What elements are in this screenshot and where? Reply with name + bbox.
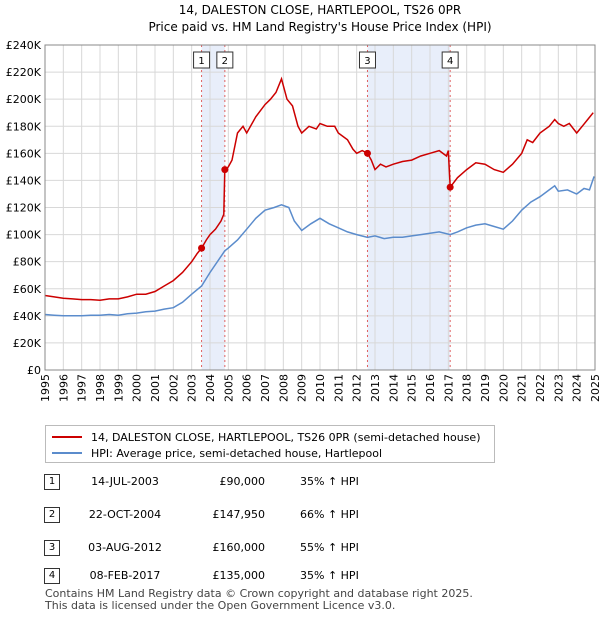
y-tick-label: £80K [13, 256, 42, 269]
x-tick-label: 2008 [277, 374, 290, 402]
sale-label-box [216, 51, 234, 69]
x-tick-label: 2023 [552, 374, 565, 402]
y-tick-label: £140K [6, 174, 42, 187]
y-tick-label: £100K [6, 229, 42, 242]
x-tick-label: 2003 [186, 374, 199, 402]
x-tick-label: 2013 [369, 374, 382, 402]
x-tick-label: 2024 [571, 374, 584, 402]
y-tick-label: £160K [6, 147, 42, 160]
x-tick-label: 2011 [332, 374, 345, 402]
sale-price: £135,000 [212, 569, 266, 582]
table-row: 4 08-FEB-2017 £135,000 35% ↑ HPI [0, 566, 600, 586]
x-tick-label: 2006 [241, 374, 254, 402]
x-tick-label: 2001 [149, 374, 162, 402]
sale-hpi-change: 35% ↑ HPI [300, 475, 359, 488]
footer: Contains HM Land Registry data © Crown c… [45, 588, 473, 612]
y-tick-label: £240K [6, 39, 42, 52]
sale-label: 3 [364, 56, 370, 67]
sale-date: 03-AUG-2012 [88, 541, 162, 554]
y-tick-label: £120K [6, 202, 42, 215]
y-tick-label: £60K [13, 283, 42, 296]
sale-price: £160,000 [212, 541, 266, 554]
sale-label: 1 [198, 56, 204, 67]
y-tick-label: £20K [13, 337, 42, 350]
x-tick-label: 2025 [589, 374, 600, 402]
sale-price: £90,000 [219, 475, 266, 488]
footer-licence: This data is licensed under the Open Gov… [45, 599, 396, 612]
x-tick-label: 2012 [351, 374, 364, 402]
sale-point [446, 183, 454, 191]
y-tick-label: £220K [6, 66, 42, 79]
y-tick-label: £0 [27, 364, 41, 377]
y-tick-label: £40K [13, 310, 42, 323]
sale-date: 14-JUL-2003 [91, 475, 159, 488]
x-tick-label: 2015 [406, 374, 419, 402]
x-tick-label: 2020 [497, 374, 510, 402]
x-tick-label: 2022 [534, 374, 547, 402]
y-tick-label: £200K [6, 93, 42, 106]
legend-swatch-property [52, 436, 82, 438]
x-tick-label: 1995 [39, 374, 52, 402]
sale-number: 1 [44, 474, 60, 490]
sale-label-box [358, 51, 376, 69]
x-tick-label: 2010 [314, 374, 327, 402]
sale-hpi-change: 66% ↑ HPI [300, 508, 359, 521]
x-tick-label: 1997 [76, 374, 89, 402]
sale-point [198, 244, 206, 252]
y-tick-label: £180K [6, 120, 42, 133]
x-tick-label: 2018 [461, 374, 474, 402]
sale-label: 2 [222, 56, 228, 67]
legend-label-property: 14, DALESTON CLOSE, HARTLEPOOL, TS26 0PR… [91, 430, 481, 444]
x-tick-label: 2014 [387, 374, 400, 402]
sale-number: 2 [44, 507, 60, 523]
sale-number: 4 [44, 568, 60, 584]
legend-item-property: 14, DALESTON CLOSE, HARTLEPOOL, TS26 0PR… [52, 429, 481, 445]
sale-point [221, 166, 229, 174]
sale-date: 22-OCT-2004 [88, 508, 162, 521]
sale-hpi-change: 55% ↑ HPI [300, 541, 359, 554]
x-tick-label: 2009 [296, 374, 309, 402]
legend-label-hpi: HPI: Average price, semi-detached house,… [91, 446, 383, 460]
x-tick-label: 2019 [479, 374, 492, 402]
x-tick-label: 2004 [204, 374, 217, 402]
legend-item-hpi: HPI: Average price, semi-detached house,… [52, 445, 382, 461]
x-tick-label: 2017 [442, 374, 455, 402]
sale-price: £147,950 [212, 508, 266, 521]
table-row: 3 03-AUG-2012 £160,000 55% ↑ HPI [0, 538, 600, 558]
x-tick-label: 2005 [222, 374, 235, 402]
series-line-hpi [44, 176, 595, 317]
x-tick-label: 2007 [259, 374, 272, 402]
x-tick-label: 2000 [131, 374, 144, 402]
sale-hpi-change: 35% ↑ HPI [300, 569, 359, 582]
sale-label-box [193, 51, 211, 69]
x-tick-label: 2016 [424, 374, 437, 402]
chart-title: 14, DALESTON CLOSE, HARTLEPOOL, TS26 0PR [179, 3, 461, 17]
sale-number: 3 [44, 540, 60, 556]
x-tick-label: 1998 [94, 374, 107, 402]
sale-label-box [441, 51, 459, 69]
legend: 14, DALESTON CLOSE, HARTLEPOOL, TS26 0PR… [45, 425, 495, 463]
x-tick-label: 2021 [516, 374, 529, 402]
table-row: 1 14-JUL-2003 £90,000 35% ↑ HPI [0, 472, 600, 492]
legend-swatch-hpi [52, 452, 82, 454]
plot-border [44, 44, 596, 371]
price-chart: 14, DALESTON CLOSE, HARTLEPOOL, TS26 0PR… [6, 3, 600, 402]
sale-label: 4 [447, 56, 453, 67]
x-tick-label: 1996 [57, 374, 70, 402]
footer-copyright: Contains HM Land Registry data © Crown c… [45, 587, 473, 600]
table-row: 2 22-OCT-2004 £147,950 66% ↑ HPI [0, 505, 600, 525]
sale-point [363, 149, 371, 157]
sale-date: 08-FEB-2017 [89, 569, 161, 582]
x-tick-label: 2002 [167, 374, 180, 402]
chart-subtitle: Price paid vs. HM Land Registry's House … [148, 20, 491, 34]
series-line-property [44, 76, 594, 302]
x-tick-label: 1999 [112, 374, 125, 402]
